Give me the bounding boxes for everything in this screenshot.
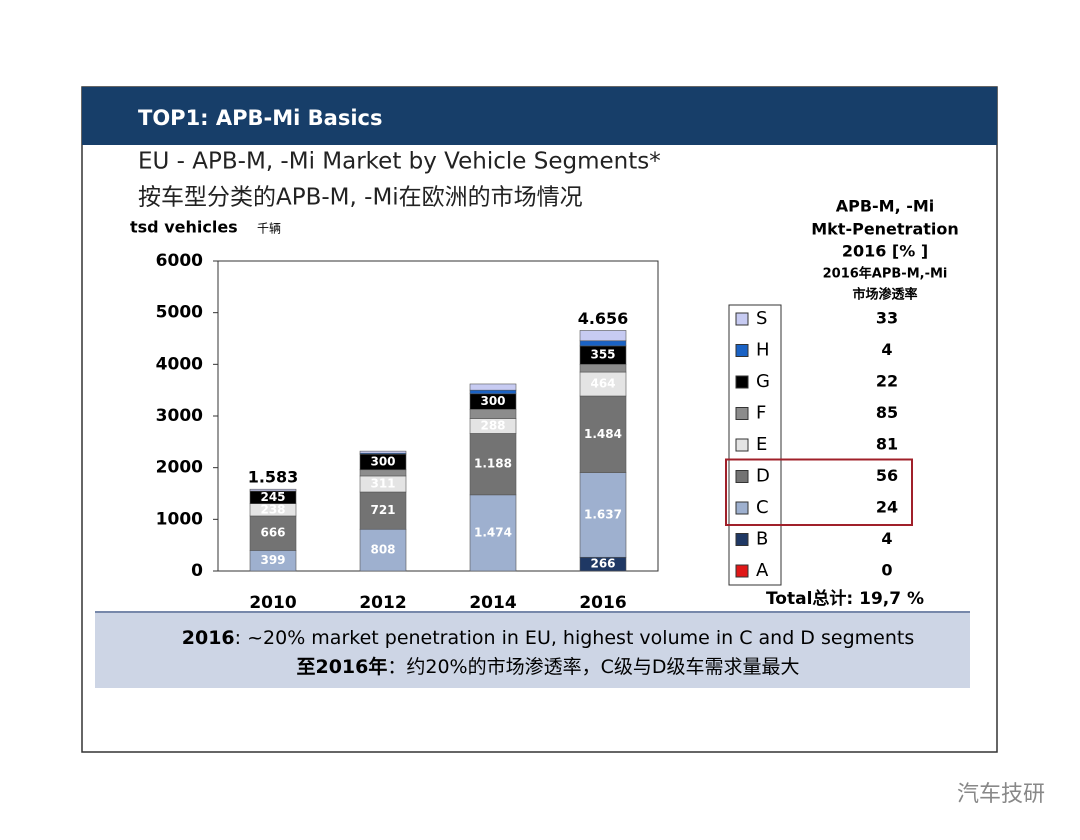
total-label: 1.583 — [248, 468, 299, 487]
legend-label: C — [756, 497, 769, 518]
data-label: 245 — [260, 490, 285, 504]
data-label: 266 — [590, 557, 615, 571]
footer-line1: 2016: ~20% market penetration in EU, hig… — [182, 627, 914, 649]
data-label: 1.188 — [474, 457, 512, 471]
footer-text: : ~20% market penetration in EU, highest… — [235, 627, 915, 649]
legend-label: G — [756, 371, 770, 392]
data-label: 238 — [260, 502, 285, 516]
data-label: 1.474 — [474, 525, 512, 539]
bar-segment — [469, 383, 517, 391]
legend-label: F — [756, 403, 766, 424]
y-axis-label: tsd vehicles — [130, 218, 238, 237]
legend-label: S — [756, 308, 767, 329]
bar-segment — [469, 433, 517, 496]
x-tick-label: 2014 — [469, 593, 516, 613]
data-label: 721 — [370, 503, 395, 517]
penetration-value: 33 — [876, 309, 898, 328]
penetration-value: 4 — [881, 340, 892, 359]
legend-frame — [728, 304, 782, 586]
footer-line2: 至2016年：约20%的市场渗透率，C级与D级车需求量最大 — [296, 655, 799, 678]
bar-segment — [469, 408, 517, 419]
y-tick-label: 1000 — [156, 509, 203, 529]
legend-label: B — [756, 529, 768, 550]
header-bar — [82, 87, 997, 145]
data-label: 300 — [480, 394, 505, 408]
penetration-value: 81 — [876, 435, 898, 454]
bar-segment — [579, 330, 627, 342]
data-label: 666 — [260, 526, 285, 540]
footer-text: ：约20%的市场渗透率，C级与D级车需求量最大 — [387, 656, 799, 678]
legend-swatch — [735, 564, 749, 578]
data-label: 355 — [590, 348, 615, 362]
bar-segment — [359, 491, 407, 530]
penetration-value: 22 — [876, 372, 898, 391]
penetration-value: 56 — [876, 466, 898, 485]
footer-box — [95, 612, 970, 688]
y-tick-label: 0 — [191, 561, 203, 581]
y-tick-label: 5000 — [156, 303, 203, 323]
data-label: 464 — [590, 377, 615, 391]
data-label: 288 — [480, 419, 505, 433]
bar-segment — [579, 340, 627, 347]
legend-swatch — [735, 533, 749, 546]
bar-segment — [579, 363, 627, 373]
watermark: 汽车技研 — [957, 782, 1045, 807]
data-label: 300 — [370, 454, 395, 468]
y-tick-label: 6000 — [156, 251, 203, 271]
footer-bold: 2016 — [182, 627, 235, 649]
legend-swatch — [735, 375, 749, 389]
data-label: 1.484 — [584, 427, 622, 441]
legend-swatch — [735, 501, 749, 515]
legend-label: A — [756, 560, 769, 581]
data-label: 808 — [370, 543, 395, 557]
legend-swatch — [735, 312, 749, 326]
penetration-title: 市场渗透率 — [852, 287, 917, 303]
penetration-total: Total总计: 19,7 % — [766, 588, 924, 609]
bar-segment — [469, 389, 517, 395]
legend-label: E — [756, 434, 767, 455]
x-tick-label: 2010 — [249, 593, 296, 613]
legend-swatch — [735, 438, 749, 452]
y-tick-label: 4000 — [156, 354, 203, 374]
penetration-title: 2016 [% ] — [842, 242, 928, 261]
bar-segment — [249, 515, 297, 551]
penetration-value: 24 — [876, 498, 898, 517]
data-label: 399 — [260, 553, 285, 567]
bar-segment — [579, 395, 627, 473]
chart-title: EU - APB-M, -Mi Market by Vehicle Segmen… — [138, 149, 661, 175]
chart-subtitle: 按车型分类的APB-M, -Mi在欧洲的市场情况 — [138, 185, 583, 211]
legend-swatch — [735, 407, 749, 420]
x-tick-label: 2016 — [579, 593, 626, 613]
legend-swatch — [735, 470, 749, 483]
header-title: TOP1: APB-Mi Basics — [138, 106, 382, 130]
penetration-title: Mkt-Penetration — [811, 220, 959, 239]
penetration-title: 2016年APB-M,-Mi — [823, 266, 948, 282]
y-axis-label-cn: 千辆 — [257, 222, 281, 236]
bar-segment — [249, 488, 297, 492]
bar-segment — [579, 472, 627, 558]
data-label: 311 — [370, 476, 395, 490]
bar-segment — [359, 450, 407, 454]
total-label: 4.656 — [578, 309, 629, 328]
y-tick-label: 3000 — [156, 406, 203, 426]
highlight-box — [725, 458, 913, 526]
x-tick-label: 2012 — [359, 593, 406, 613]
bar-segment — [359, 469, 407, 477]
legend-label: H — [756, 340, 770, 361]
penetration-value: 0 — [881, 561, 892, 580]
y-tick-label: 2000 — [156, 458, 203, 478]
footer-bold: 至2016年 — [296, 655, 387, 678]
bar-segment — [469, 494, 517, 572]
legend-swatch — [735, 344, 749, 357]
data-label: 1.637 — [584, 507, 622, 521]
bar-segment — [359, 528, 407, 572]
penetration-title: APB-M, -Mi — [836, 197, 935, 216]
legend-label: D — [756, 466, 770, 487]
penetration-value: 4 — [881, 529, 892, 548]
penetration-value: 85 — [876, 403, 898, 422]
